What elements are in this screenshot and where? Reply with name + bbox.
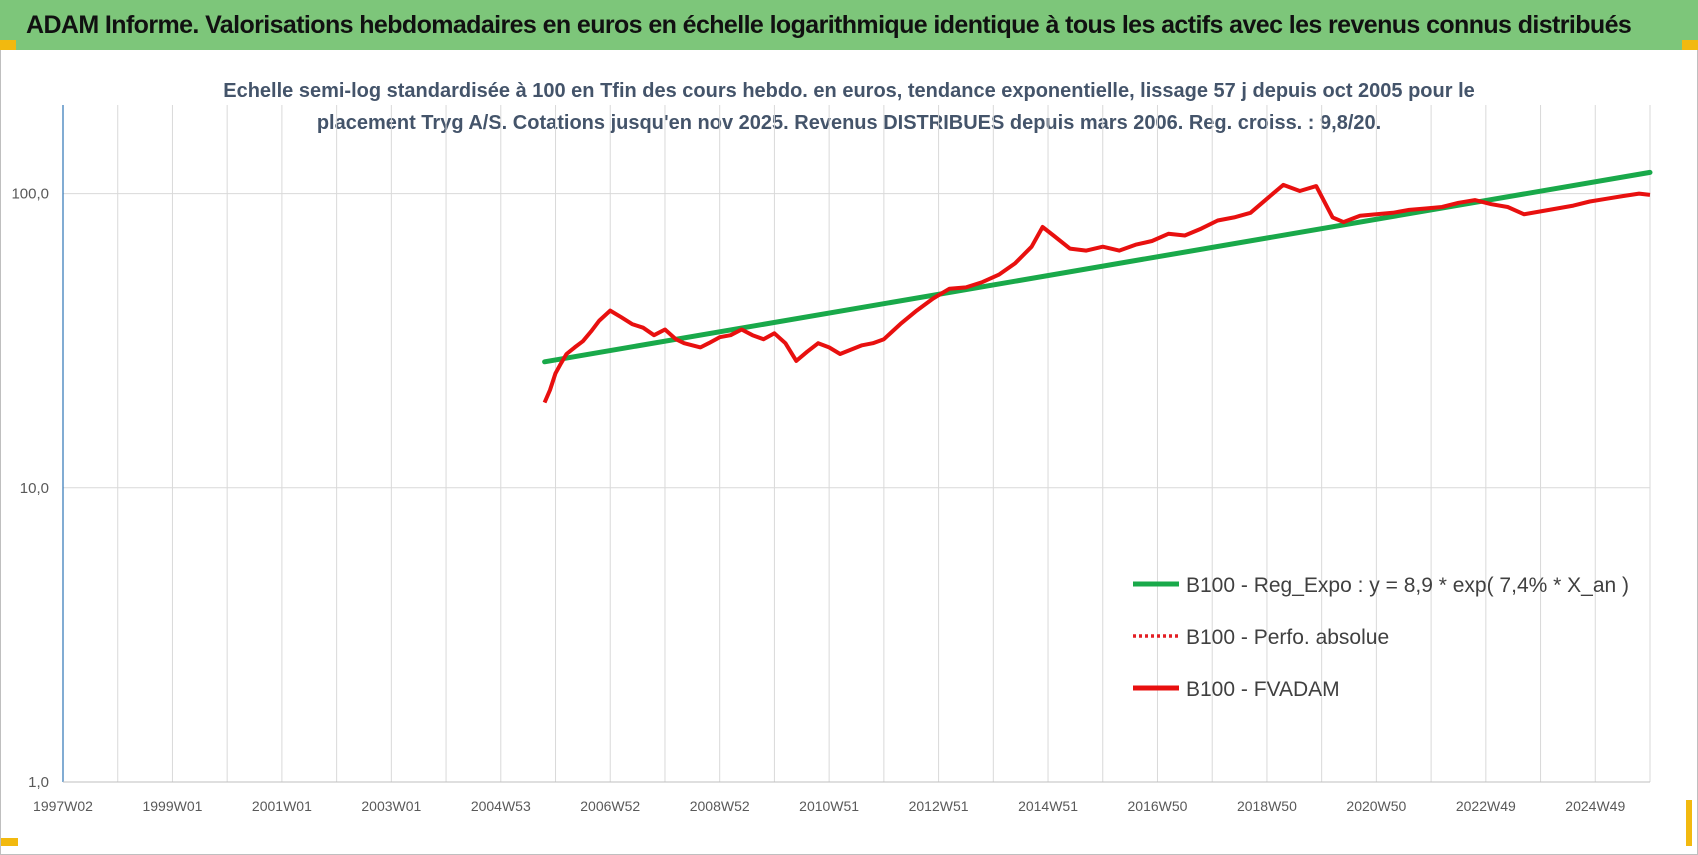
corner-marker-top-right [1682, 40, 1698, 50]
legend: B100 - Reg_Expo : y = 8,9 * exp( 7,4% * … [1133, 574, 1629, 701]
corner-marker-bottom-left [0, 838, 18, 846]
corner-marker-top-left [0, 40, 16, 50]
legend-item-perfo-absolue-label: B100 - Perfo. absolue [1186, 626, 1389, 649]
x-tick-label: 1999W01 [142, 798, 202, 814]
legend-item-fvadam-label: B100 - FVADAM [1186, 678, 1340, 701]
axis-layer: 1,0 10,0 100,0 1997W02 1999W01 2001W01 2003W01… [11, 105, 1650, 814]
x-tick-label: 2024W49 [1565, 798, 1625, 814]
report-banner: ADAM Informe. Valorisations hebdomadaire… [0, 0, 1698, 50]
x-tick-label: 2020W50 [1346, 798, 1406, 814]
x-tick-label: 2018W50 [1237, 798, 1297, 814]
corner-marker-bottom-right [1686, 800, 1692, 846]
y-tick-label: 1,0 [28, 774, 49, 791]
x-tick-label: 2022W49 [1456, 798, 1516, 814]
series-line-perfo-absolue [543, 183, 1651, 404]
series-layer [542, 169, 1653, 404]
x-tick-label: 2014W51 [1018, 798, 1078, 814]
x-tick-label: 2003W01 [361, 798, 421, 814]
x-tick-label: 2012W51 [909, 798, 969, 814]
x-tick-label: 2008W52 [690, 798, 750, 814]
report-title: ADAM Informe. Valorisations hebdomadaire… [26, 10, 1632, 39]
x-tick-label: 2001W01 [252, 798, 312, 814]
x-tick-label: 2010W51 [799, 798, 859, 814]
chart-subtitle-line-2: placement Tryg A/S. Cotations jusqu'en n… [317, 112, 1381, 134]
y-tick-label: 10,0 [20, 480, 49, 497]
x-tick-label: 1997W02 [33, 798, 93, 814]
grid-layer [62, 105, 1651, 783]
x-tick-label: 2004W53 [471, 798, 531, 814]
chart-subtitle-line-1: Echelle semi-log standardisée à 100 en T… [223, 80, 1475, 102]
x-tick-label: 2006W52 [580, 798, 640, 814]
y-tick-label: 100,0 [11, 186, 49, 203]
series-line-reg-expo [542, 169, 1653, 365]
series-line-fvadam [542, 182, 1651, 404]
legend-item-reg-expo-label: B100 - Reg_Expo : y = 8,9 * exp( 7,4% * … [1186, 574, 1629, 597]
x-tick-label: 2016W50 [1128, 798, 1188, 814]
